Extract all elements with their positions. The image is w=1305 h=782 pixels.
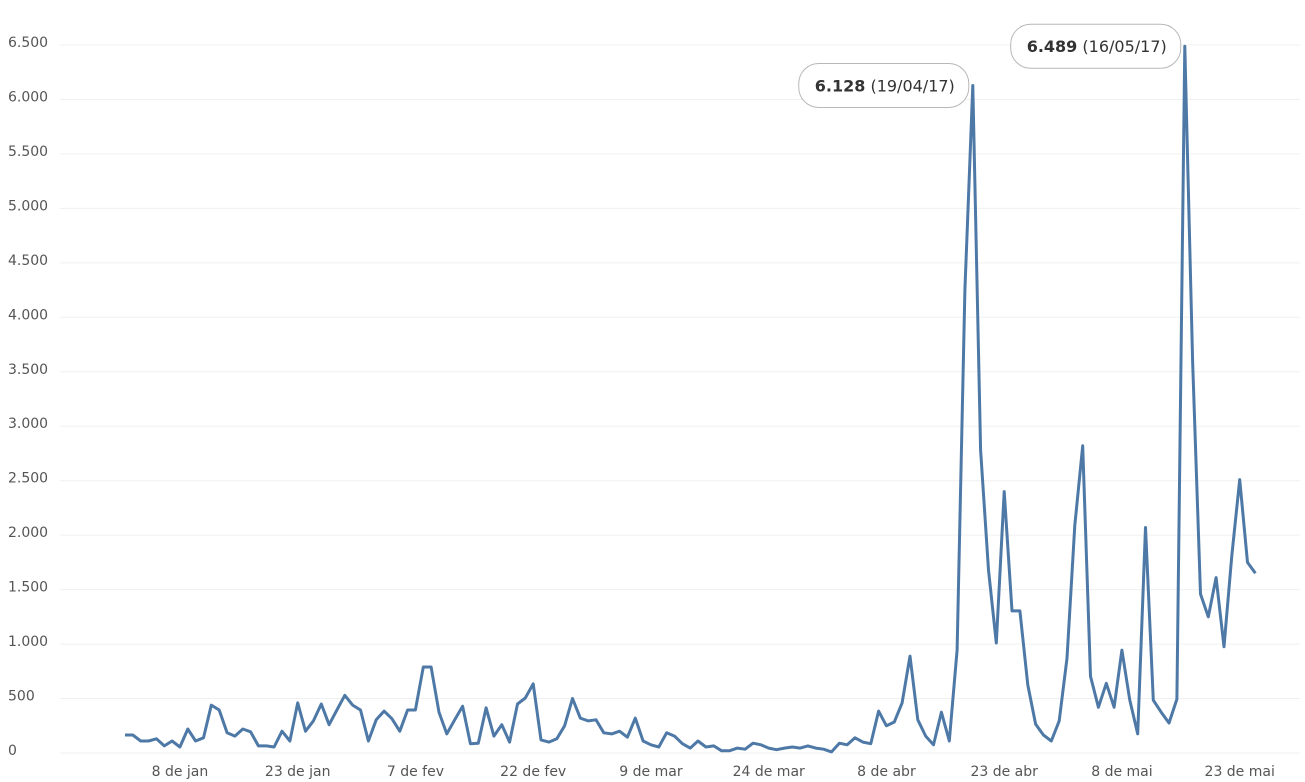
x-tick-label: 24 de mar bbox=[733, 764, 805, 780]
annotation-box bbox=[1010, 23, 1182, 69]
y-tick-label: 4.500 bbox=[8, 253, 48, 269]
y-tick-label: 1.500 bbox=[8, 580, 48, 596]
annotation-box bbox=[798, 63, 970, 109]
y-tick-label: 6.000 bbox=[8, 89, 48, 105]
y-tick-label: 2.000 bbox=[8, 525, 48, 541]
data-line bbox=[125, 44, 1257, 754]
x-tick-label: 23 de abr bbox=[970, 764, 1038, 780]
y-tick-label: 2.500 bbox=[8, 471, 48, 487]
y-tick-label: 0 bbox=[8, 743, 17, 759]
y-tick-label: 3.000 bbox=[8, 416, 48, 432]
x-tick-label: 8 de abr bbox=[857, 764, 916, 780]
annotation: 6.489 (16/05/17) bbox=[1010, 23, 1182, 69]
y-tick-label: 1.000 bbox=[8, 634, 48, 650]
x-tick-label: 23 de jan bbox=[265, 764, 331, 780]
annotation-value: 6.128 bbox=[815, 76, 866, 95]
x-tick-label: 8 de mai bbox=[1091, 764, 1152, 780]
y-tick-label: 6.500 bbox=[8, 35, 48, 51]
annotation-date: (16/05/17) bbox=[1082, 37, 1166, 56]
y-tick-label: 5.000 bbox=[8, 198, 48, 214]
x-tick-label: 9 de mar bbox=[619, 764, 683, 780]
annotation: 6.128 (19/04/17) bbox=[798, 63, 970, 109]
annotation-text: 6.128 (19/04/17) bbox=[815, 76, 955, 95]
annotation-date: (19/04/17) bbox=[870, 76, 954, 95]
x-tick-label: 8 de jan bbox=[152, 764, 209, 780]
x-tick-label: 22 de fev bbox=[500, 764, 566, 780]
x-tick-label: 7 de fev bbox=[387, 764, 444, 780]
x-tick-label: 23 de mai bbox=[1205, 764, 1275, 780]
annotation-value: 6.489 bbox=[1027, 37, 1078, 56]
y-tick-label: 3.500 bbox=[8, 362, 48, 378]
annotation-text: 6.489 (16/05/17) bbox=[1027, 37, 1167, 56]
y-tick-label: 4.000 bbox=[8, 307, 48, 323]
y-tick-label: 5.500 bbox=[8, 144, 48, 160]
y-tick-label: 500 bbox=[8, 689, 35, 705]
